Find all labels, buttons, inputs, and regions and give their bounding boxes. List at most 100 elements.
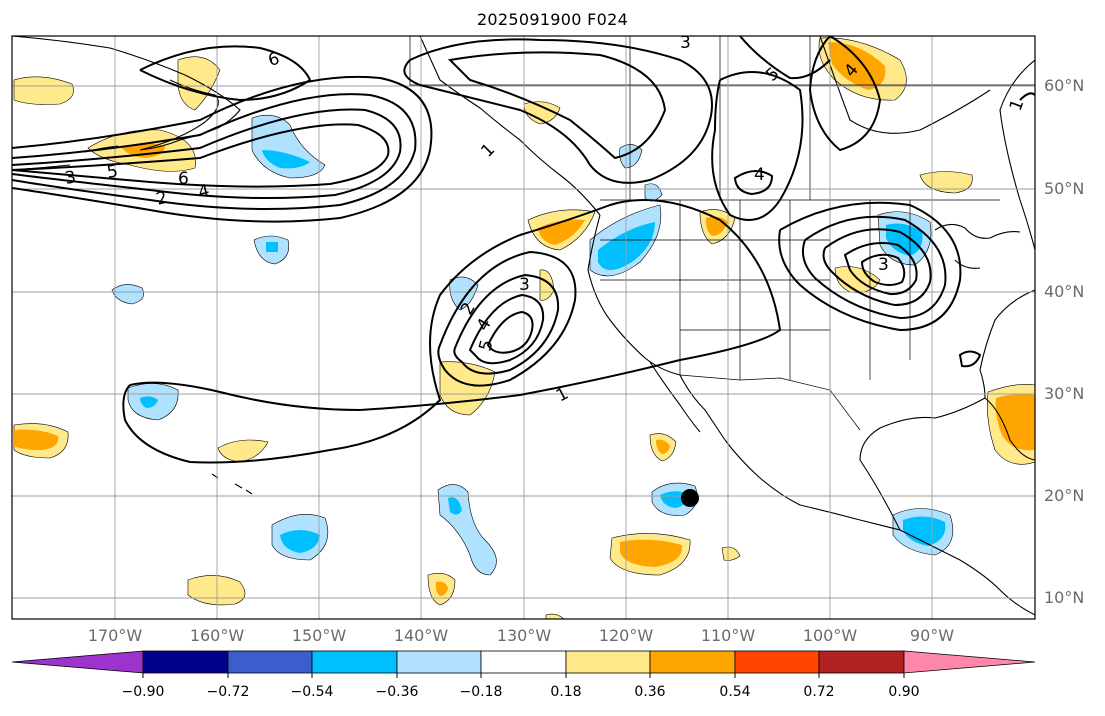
map-frame	[11, 35, 1036, 620]
shade-negative	[660, 491, 688, 508]
alaska-panhandle	[419, 36, 601, 216]
contour-line	[711, 71, 804, 221]
east-coast-na	[979, 289, 1035, 399]
lat-label: 10°N	[1044, 588, 1085, 607]
contour-label: 5	[105, 161, 119, 183]
contour-line	[139, 45, 312, 102]
negative-anomaly-shading	[111, 114, 954, 576]
contour-line	[122, 199, 782, 464]
shade-positive	[620, 539, 683, 567]
colorbar-segment	[311, 650, 398, 674]
lon-label: 130°W	[496, 626, 552, 645]
shade-negative	[280, 530, 320, 553]
contour-lines	[12, 36, 1035, 464]
contour-label: 4	[196, 181, 212, 203]
shade-positive	[523, 101, 561, 125]
lon-label: 170°W	[87, 626, 143, 645]
lon-label: 120°W	[598, 626, 654, 645]
west-coast-na	[587, 214, 681, 376]
colorbar-tick-label: 0.54	[719, 684, 751, 700]
canadian-provinces	[500, 36, 1035, 200]
colorbar-tick-label: 0.36	[634, 684, 666, 700]
contour-label: 3	[680, 33, 691, 53]
contour-label: 5	[476, 338, 498, 354]
colorbar-tick-label: −0.72	[206, 684, 250, 700]
contour-label: 6	[178, 169, 189, 189]
colorbar-tick-label: −0.36	[375, 684, 419, 700]
colorbar-tick-label: 0.72	[803, 684, 835, 700]
coastlines	[12, 36, 1035, 616]
contour-line	[12, 93, 417, 210]
shade-positive	[122, 143, 165, 158]
lon-label: 90°W	[909, 626, 955, 645]
lon-label: 140°W	[393, 626, 449, 645]
colorbar-ticks	[142, 673, 905, 678]
contour-line	[808, 36, 882, 152]
colorbar-tick-label: 0.18	[550, 684, 582, 700]
shade-negative	[266, 242, 278, 252]
shade-negative	[111, 284, 144, 305]
great-lakes	[934, 223, 1021, 269]
contour-line	[12, 75, 433, 223]
shade-negative	[449, 276, 479, 311]
lat-label: 30°N	[1044, 384, 1085, 403]
contour-label: 2	[154, 188, 170, 210]
baja-california	[649, 361, 726, 441]
shade-negative	[448, 497, 462, 515]
hudson-bay	[819, 36, 991, 134]
lon-label: 160°W	[189, 626, 245, 645]
shade-positive	[217, 439, 269, 463]
colorbar-segment	[227, 650, 313, 674]
mexico-west-coast	[724, 439, 901, 531]
shade-negative	[619, 144, 643, 169]
colorbar-segment	[565, 650, 651, 674]
storm-position-dot	[681, 489, 699, 507]
lon-label: 150°W	[291, 626, 347, 645]
shade-positive	[545, 613, 565, 619]
colorbar-segment	[818, 650, 905, 674]
contour-line	[12, 108, 402, 200]
graticule	[12, 36, 1035, 619]
contour-line	[453, 273, 560, 375]
shade-positive	[721, 546, 741, 561]
contour-line	[778, 201, 962, 332]
contour-line	[733, 170, 774, 196]
map-panel	[12, 36, 1035, 619]
colorbar-tick-label: −0.18	[459, 684, 503, 700]
colorbar-tick-label: −0.54	[290, 684, 334, 700]
contour-line	[12, 123, 390, 188]
colorbar-tick-label: 0.90	[888, 684, 920, 700]
lon-label: 110°W	[700, 626, 756, 645]
shade-negative	[262, 150, 310, 169]
shade-positive	[919, 171, 973, 194]
colorbar-segment	[649, 650, 736, 674]
colorbar-segment	[142, 650, 229, 674]
shade-positive	[14, 429, 59, 450]
colorbar-segment	[480, 650, 567, 674]
shade-positive	[435, 581, 448, 596]
contour-label: 3	[519, 275, 530, 295]
contour-label: 6	[266, 49, 282, 71]
shade-positive	[995, 394, 1035, 451]
lat-label: 60°N	[1044, 76, 1085, 95]
contour-line	[822, 228, 932, 307]
contour-line	[739, 36, 831, 80]
colorbar-segment	[396, 650, 482, 674]
canada-east	[999, 59, 1035, 251]
contour-line	[958, 350, 982, 368]
shade-positive	[656, 439, 670, 454]
contour-line	[843, 242, 918, 296]
colorbar-segment	[734, 650, 820, 674]
contour-label: 4	[754, 165, 765, 185]
gulf-of-mexico	[859, 397, 986, 531]
central-america	[899, 529, 1035, 616]
lat-label: 40°N	[1044, 282, 1085, 301]
contour-line	[1019, 92, 1035, 101]
contour-line	[437, 250, 577, 387]
contour-line	[468, 293, 545, 365]
shade-negative	[140, 396, 158, 408]
shade-negative	[903, 516, 946, 546]
shade-positive	[13, 76, 74, 105]
contour-label: 3	[878, 255, 889, 275]
